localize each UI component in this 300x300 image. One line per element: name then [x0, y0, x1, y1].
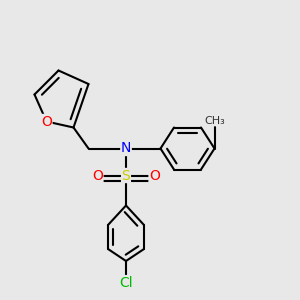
Text: O: O [149, 169, 160, 182]
Text: O: O [41, 115, 52, 128]
Text: O: O [92, 169, 103, 182]
Text: Cl: Cl [119, 276, 133, 289]
Text: S: S [122, 169, 130, 182]
Text: N: N [121, 142, 131, 155]
Text: CH₃: CH₃ [204, 116, 225, 126]
